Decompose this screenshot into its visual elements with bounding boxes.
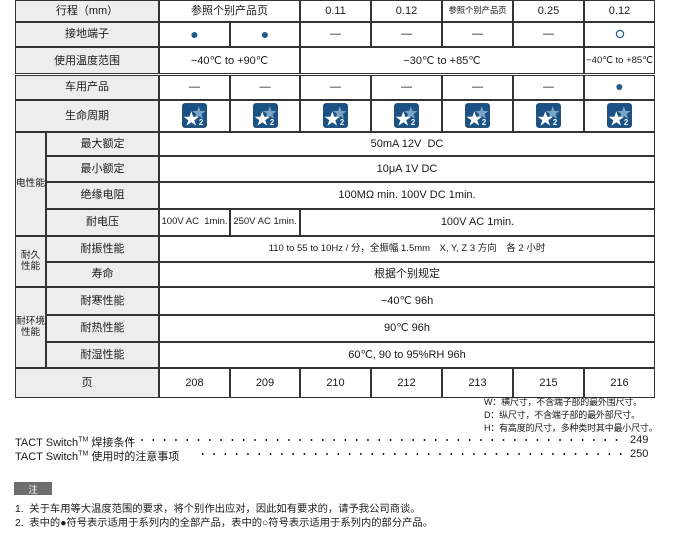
svg-text:2: 2 <box>624 118 629 127</box>
svg-text:2: 2 <box>411 118 416 127</box>
svg-text:2: 2 <box>199 118 204 127</box>
svg-text:2: 2 <box>482 118 487 127</box>
svg-text:2: 2 <box>553 118 558 127</box>
svg-text:2: 2 <box>269 118 274 127</box>
svg-text:2: 2 <box>340 118 345 127</box>
